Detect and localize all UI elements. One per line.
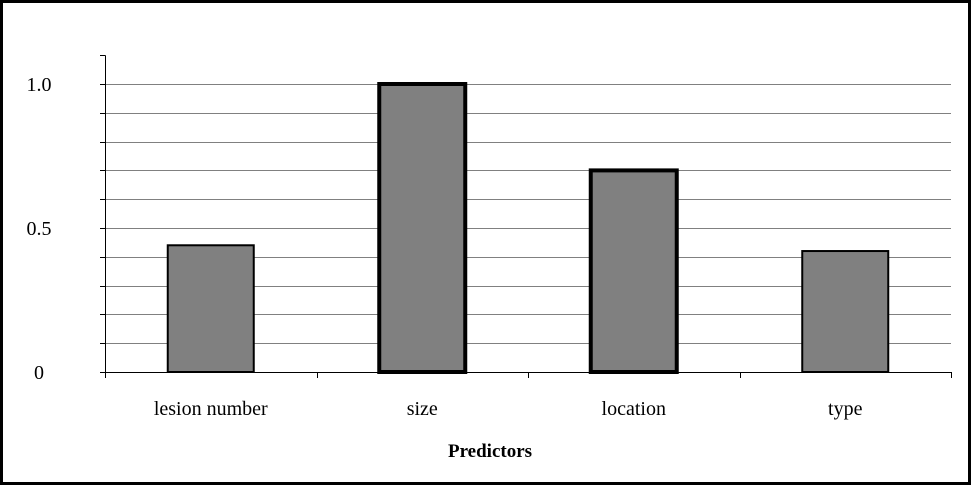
y-tick-label: 1.0 [27,74,52,96]
axes [100,55,952,378]
x-tick-label: type [828,398,863,420]
y-tick-label: 0 [34,362,44,384]
x-tick-label: location [602,398,666,420]
x-tick-label: size [407,398,438,420]
bar-lesion-number [166,244,255,373]
y-tick-label: 0.5 [27,218,52,240]
bar-type [801,250,890,373]
x-axis-title: Predictors [448,441,532,462]
bar-size [377,82,468,374]
x-tick-label: lesion number [154,398,268,420]
labels: 0 0.5 1.0 lesion number size location type [27,74,863,420]
bar-location [588,168,679,374]
bar-chart: 0 0.5 1.0 lesion number size location type Pre… [27,55,952,462]
